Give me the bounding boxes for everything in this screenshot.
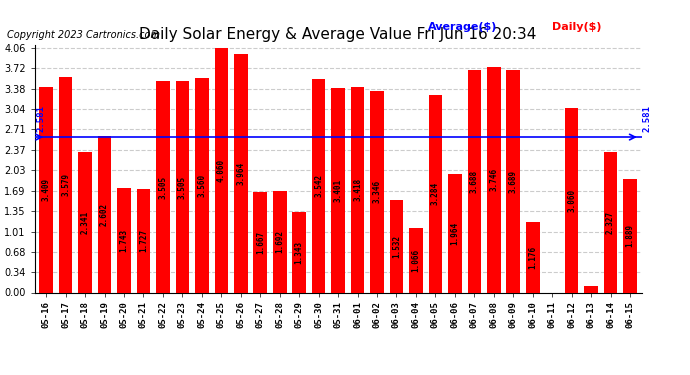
Text: 2.602: 2.602 (100, 202, 109, 226)
Bar (234, 54, 248, 292)
Text: 1.176: 1.176 (529, 246, 538, 268)
Bar (448, 174, 462, 292)
Text: 3.746: 3.746 (489, 168, 498, 191)
Text: 2.327: 2.327 (606, 211, 615, 234)
Text: 3.688: 3.688 (470, 170, 479, 193)
Bar (351, 87, 364, 292)
Text: 1.343: 1.343 (295, 240, 304, 264)
Bar (565, 108, 578, 292)
Text: 1.066: 1.066 (411, 249, 420, 272)
Bar (215, 48, 228, 292)
Text: 1.727: 1.727 (139, 229, 148, 252)
Text: 1.667: 1.667 (256, 231, 265, 254)
Text: Daily($): Daily($) (552, 22, 602, 33)
Bar (156, 81, 170, 292)
Bar (312, 79, 326, 292)
Text: 3.579: 3.579 (61, 173, 70, 196)
Bar (409, 228, 423, 292)
Bar (195, 78, 208, 292)
Bar (293, 211, 306, 292)
Bar (390, 200, 403, 292)
Text: 1.532: 1.532 (392, 235, 401, 258)
Text: 2.341: 2.341 (81, 210, 90, 234)
Bar (604, 152, 618, 292)
Text: 3.284: 3.284 (431, 182, 440, 205)
Bar (39, 87, 53, 292)
Text: 1.964: 1.964 (451, 222, 460, 245)
Text: 3.505: 3.505 (159, 176, 168, 198)
Text: 3.346: 3.346 (373, 180, 382, 203)
Text: 3.060: 3.060 (567, 189, 576, 212)
Text: 1.889: 1.889 (626, 224, 635, 247)
Text: 1.743: 1.743 (119, 228, 128, 252)
Bar (584, 286, 598, 292)
Text: 1.692: 1.692 (275, 230, 284, 253)
Text: 3.560: 3.560 (197, 174, 206, 197)
Text: 2.581: 2.581 (642, 105, 651, 132)
Text: 3.409: 3.409 (41, 178, 50, 201)
Bar (273, 190, 286, 292)
Bar (59, 77, 72, 292)
Text: 3.401: 3.401 (333, 178, 343, 202)
Bar (526, 222, 540, 292)
Bar (506, 70, 520, 292)
Text: Average($): Average($) (428, 22, 497, 33)
Text: 3.689: 3.689 (509, 170, 518, 193)
Text: 3.418: 3.418 (353, 178, 362, 201)
Text: 3.964: 3.964 (236, 162, 245, 185)
Text: 3.542: 3.542 (314, 174, 323, 197)
Text: 3.505: 3.505 (178, 176, 187, 198)
Text: 2.581: 2.581 (37, 105, 46, 132)
Bar (331, 88, 345, 292)
Bar (78, 152, 92, 292)
Bar (468, 70, 481, 292)
Bar (371, 91, 384, 292)
Title: Daily Solar Energy & Average Value Fri Jun 16 20:34: Daily Solar Energy & Average Value Fri J… (139, 27, 537, 42)
Bar (428, 95, 442, 292)
Bar (623, 179, 637, 292)
Bar (98, 136, 111, 292)
Text: Copyright 2023 Cartronics.com: Copyright 2023 Cartronics.com (7, 30, 160, 40)
Bar (175, 81, 189, 292)
Bar (253, 192, 267, 292)
Bar (117, 188, 131, 292)
Bar (487, 67, 501, 292)
Text: 4.060: 4.060 (217, 159, 226, 182)
Bar (137, 189, 150, 292)
